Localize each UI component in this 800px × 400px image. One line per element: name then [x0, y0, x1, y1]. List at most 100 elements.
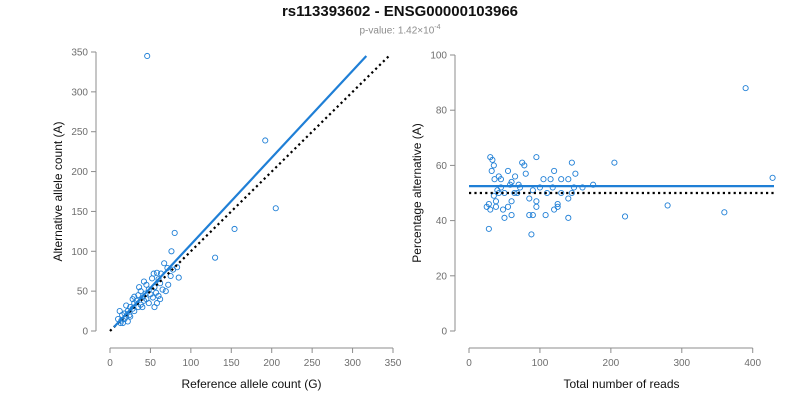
panel2-data-point — [485, 225, 492, 232]
panel1-data-point — [168, 248, 175, 255]
panel1-x-tick-label: 100 — [183, 358, 200, 369]
panel2-data-point — [543, 189, 551, 197]
panel1-data-point — [135, 292, 142, 299]
panel2-data-point — [519, 159, 526, 166]
panel1-data-point — [272, 205, 279, 212]
panel1-reference-line — [109, 55, 390, 332]
p-value-text: p-value: 1.42×10 — [359, 25, 435, 37]
panel2-data-point — [533, 198, 540, 205]
panel2-data-point — [490, 192, 497, 199]
panel2-data-point — [528, 231, 535, 238]
panel1-x-tick-label: 250 — [304, 358, 321, 369]
panel1-data-point — [145, 300, 152, 307]
panel1-data-point — [127, 313, 134, 320]
panel1-data-point — [175, 274, 182, 281]
panel2-data-point — [512, 173, 519, 180]
panel2-data-point — [572, 170, 579, 177]
panel2-data-point — [558, 189, 565, 197]
panel2-data-point — [570, 184, 578, 191]
panel2-data-point — [547, 176, 554, 183]
panel1-x-tick-label: 300 — [344, 358, 361, 369]
panel2-data-point — [565, 214, 572, 221]
panel1-data-point — [136, 284, 143, 291]
panel1-x-tick-label: 200 — [263, 358, 280, 369]
panel2-data-point — [565, 176, 572, 183]
panel2-data-point — [533, 203, 540, 210]
panel2-data-point — [742, 85, 749, 92]
panel2-data-point — [511, 189, 518, 197]
panel2-data-point — [492, 203, 500, 210]
panel2-data-point — [551, 167, 558, 174]
panel2-data-point — [529, 212, 536, 219]
panel2-data-point — [590, 181, 597, 188]
panel2-data-point — [508, 198, 515, 205]
panel2-data-point — [504, 203, 512, 210]
panel2-data-point — [487, 154, 494, 161]
panel2-y-axis-label: Percentage alternative (A) — [410, 123, 424, 262]
panel1-data-point — [149, 294, 156, 301]
panel1-data-point — [140, 278, 148, 285]
panel2-data-point — [491, 176, 498, 183]
panel2-data-point — [526, 212, 533, 219]
panel2-data-point — [721, 209, 728, 216]
panel1-y-tick-label: 250 — [71, 127, 88, 138]
panel2-data-point — [501, 214, 508, 221]
panel2-data-point — [568, 189, 575, 197]
panel1-data-point — [162, 288, 169, 295]
panel1-data-point — [262, 137, 269, 144]
panel2-data-point — [529, 187, 536, 194]
panel1-data-point — [139, 304, 146, 311]
panel1-data-point — [231, 225, 238, 233]
panel1-data-point — [144, 52, 151, 60]
panel2-data-point — [533, 154, 540, 161]
panel1-data-point — [212, 254, 219, 261]
panel2-data-point — [549, 184, 556, 191]
panel2-data-point — [495, 173, 502, 180]
panel2-data-point — [542, 212, 549, 219]
panel2-y-tick-label: 40 — [436, 216, 448, 227]
panel1-data-point — [153, 300, 160, 307]
panel2-data-point — [507, 181, 514, 188]
panel1-y-tick-label: 300 — [71, 87, 88, 98]
panel1-data-point — [153, 269, 160, 276]
panel1-y-tick-label: 0 — [82, 327, 88, 338]
panel1-data-point — [167, 272, 174, 280]
panel2-data-point — [551, 206, 558, 213]
panel1-y-tick-label: 200 — [71, 167, 88, 178]
panel2-data-point — [621, 213, 629, 220]
panel1-data-point — [170, 266, 177, 273]
panel2-data-point — [554, 200, 561, 208]
panel2-data-point — [483, 203, 490, 210]
panel2-data-point — [514, 189, 521, 197]
panel1-x-tick-label: 150 — [223, 358, 240, 369]
panel1-data-point — [159, 286, 166, 293]
panel2-data-point — [769, 174, 776, 181]
panel2-data-point — [522, 170, 529, 177]
panel1-y-tick-label: 350 — [71, 48, 88, 59]
panel2-data-point — [611, 159, 618, 166]
panel1-data-point — [155, 276, 162, 283]
panel2-data-point — [490, 162, 497, 169]
panel2-data-point — [488, 167, 495, 174]
panel2-data-point — [664, 202, 671, 209]
panel1-y-tick-label: 50 — [77, 287, 89, 298]
panel1-x-axis-label: Reference allele count (G) — [181, 377, 321, 391]
p-value-exponent: -4 — [434, 24, 441, 31]
panel1-x-tick-label: 0 — [107, 358, 113, 369]
panel2-y-tick-label: 60 — [436, 161, 448, 172]
panel2-data-point — [515, 181, 522, 188]
panel1-data-point — [171, 229, 178, 237]
p-value-subtitle: p-value: 1.42×10-4 — [0, 24, 800, 36]
panel1-data-point — [116, 308, 123, 315]
panel2-data-point — [536, 184, 543, 191]
panel2-data-point — [487, 206, 494, 213]
panel2-data-point — [492, 198, 500, 205]
panel2-y-tick-label: 20 — [436, 271, 448, 282]
panel1-x-tick-label: 50 — [145, 358, 157, 369]
panel2-data-point — [579, 184, 586, 191]
panel1-data-point — [165, 281, 172, 288]
panel2-data-point — [499, 206, 507, 213]
panel1-y-tick-label: 100 — [71, 247, 88, 258]
panel2-x-tick-label: 0 — [466, 358, 472, 369]
